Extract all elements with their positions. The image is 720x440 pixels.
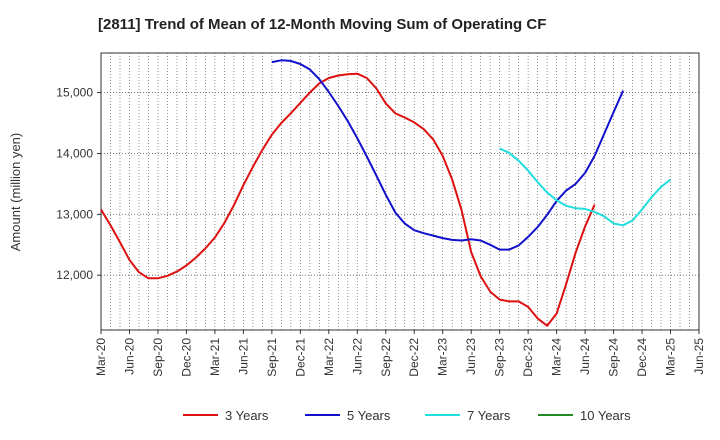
y-axis: 12,000 13,000 14,000 15,000: [56, 86, 101, 282]
x-axis: Mar-20 Jun-20 Sep-20 Dec-20 Mar-21 Jun-21 Sep-…: [94, 330, 706, 377]
x-tick-label: Mar-23: [436, 338, 450, 376]
x-tick-label: Jun-20: [122, 338, 136, 375]
y-tick-label: 14,000: [56, 146, 93, 160]
x-tick-label: Mar-21: [208, 338, 222, 376]
x-tick-label: Mar-25: [664, 338, 678, 376]
x-tick-label: Dec-24: [635, 338, 649, 377]
x-tick-label: Dec-22: [407, 338, 421, 377]
legend: 3 Years 5 Years 7 Years 10 Years: [183, 408, 631, 423]
x-tick-label: Mar-24: [550, 338, 564, 376]
x-tick-label: Sep-20: [151, 338, 165, 377]
series-line-7-years: [499, 147, 672, 227]
grid: [101, 53, 699, 330]
x-tick-label: Sep-24: [607, 338, 621, 377]
plot-frame: [100, 52, 700, 331]
legend-label: 5 Years: [347, 408, 391, 423]
series-line-3-years: [100, 72, 596, 327]
x-tick-label: Mar-20: [94, 338, 108, 376]
x-tick-label: Sep-22: [379, 338, 393, 377]
y-tick-label: 12,000: [56, 268, 93, 282]
x-tick-label: Sep-23: [493, 338, 507, 377]
series-lines: [100, 59, 672, 327]
x-tick-label: Jun-25: [692, 338, 706, 375]
x-tick-label: Mar-22: [322, 338, 336, 376]
legend-label: 10 Years: [580, 408, 631, 423]
x-tick-label: Dec-21: [293, 338, 307, 377]
x-tick-label: Jun-24: [578, 338, 592, 375]
x-tick-label: Jun-22: [350, 338, 364, 375]
x-tick-label: Jun-23: [464, 338, 478, 375]
x-tick-label: Sep-21: [265, 338, 279, 377]
legend-label: 3 Years: [225, 408, 269, 423]
y-axis-label: Amount (million yen): [8, 133, 23, 252]
chart-title: [2811] Trend of Mean of 12-Month Moving …: [98, 16, 546, 33]
series-line-5-years: [271, 59, 625, 251]
x-tick-label: Dec-23: [521, 338, 535, 377]
x-tick-label: Dec-20: [179, 338, 193, 377]
legend-label: 7 Years: [467, 408, 511, 423]
y-tick-label: 13,000: [56, 207, 93, 221]
y-tick-label: 15,000: [56, 86, 93, 100]
x-tick-label: Jun-21: [236, 338, 250, 375]
